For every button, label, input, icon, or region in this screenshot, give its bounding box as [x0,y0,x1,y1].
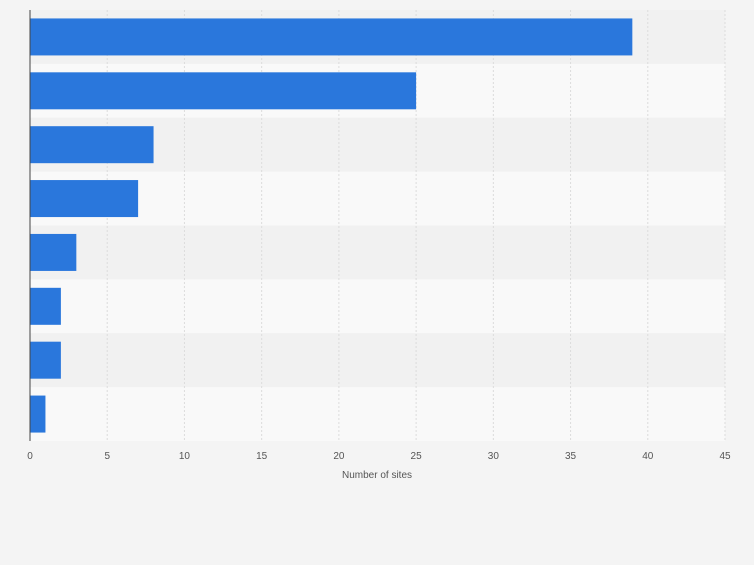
row-band [30,333,725,388]
bar[interactable] [30,72,417,110]
x-tick-label: 15 [256,451,268,462]
x-tick-label: 0 [27,451,33,462]
bar[interactable] [30,233,77,271]
row-band [30,225,725,280]
bars [30,18,633,433]
row-band [30,171,725,226]
row-band [30,279,725,334]
bar[interactable] [30,287,61,325]
x-tick-label: 35 [565,451,577,462]
bar[interactable] [30,395,46,433]
x-tick-label: 5 [104,451,110,462]
bar[interactable] [30,180,139,218]
x-tick-label: 40 [642,451,654,462]
x-axis-label: Number of sites [342,470,412,481]
bar[interactable] [30,18,633,56]
x-tick-label: 10 [179,451,191,462]
x-tick-label: 25 [411,451,423,462]
row-band [30,387,725,441]
x-tick-label: 30 [488,451,500,462]
bar[interactable] [30,341,61,379]
x-tick-label: 45 [719,451,731,462]
x-tick-label: 20 [333,451,345,462]
x-tick-labels: 0 5 10 15 20 25 30 35 40 45 [27,451,731,462]
bar[interactable] [30,126,154,164]
